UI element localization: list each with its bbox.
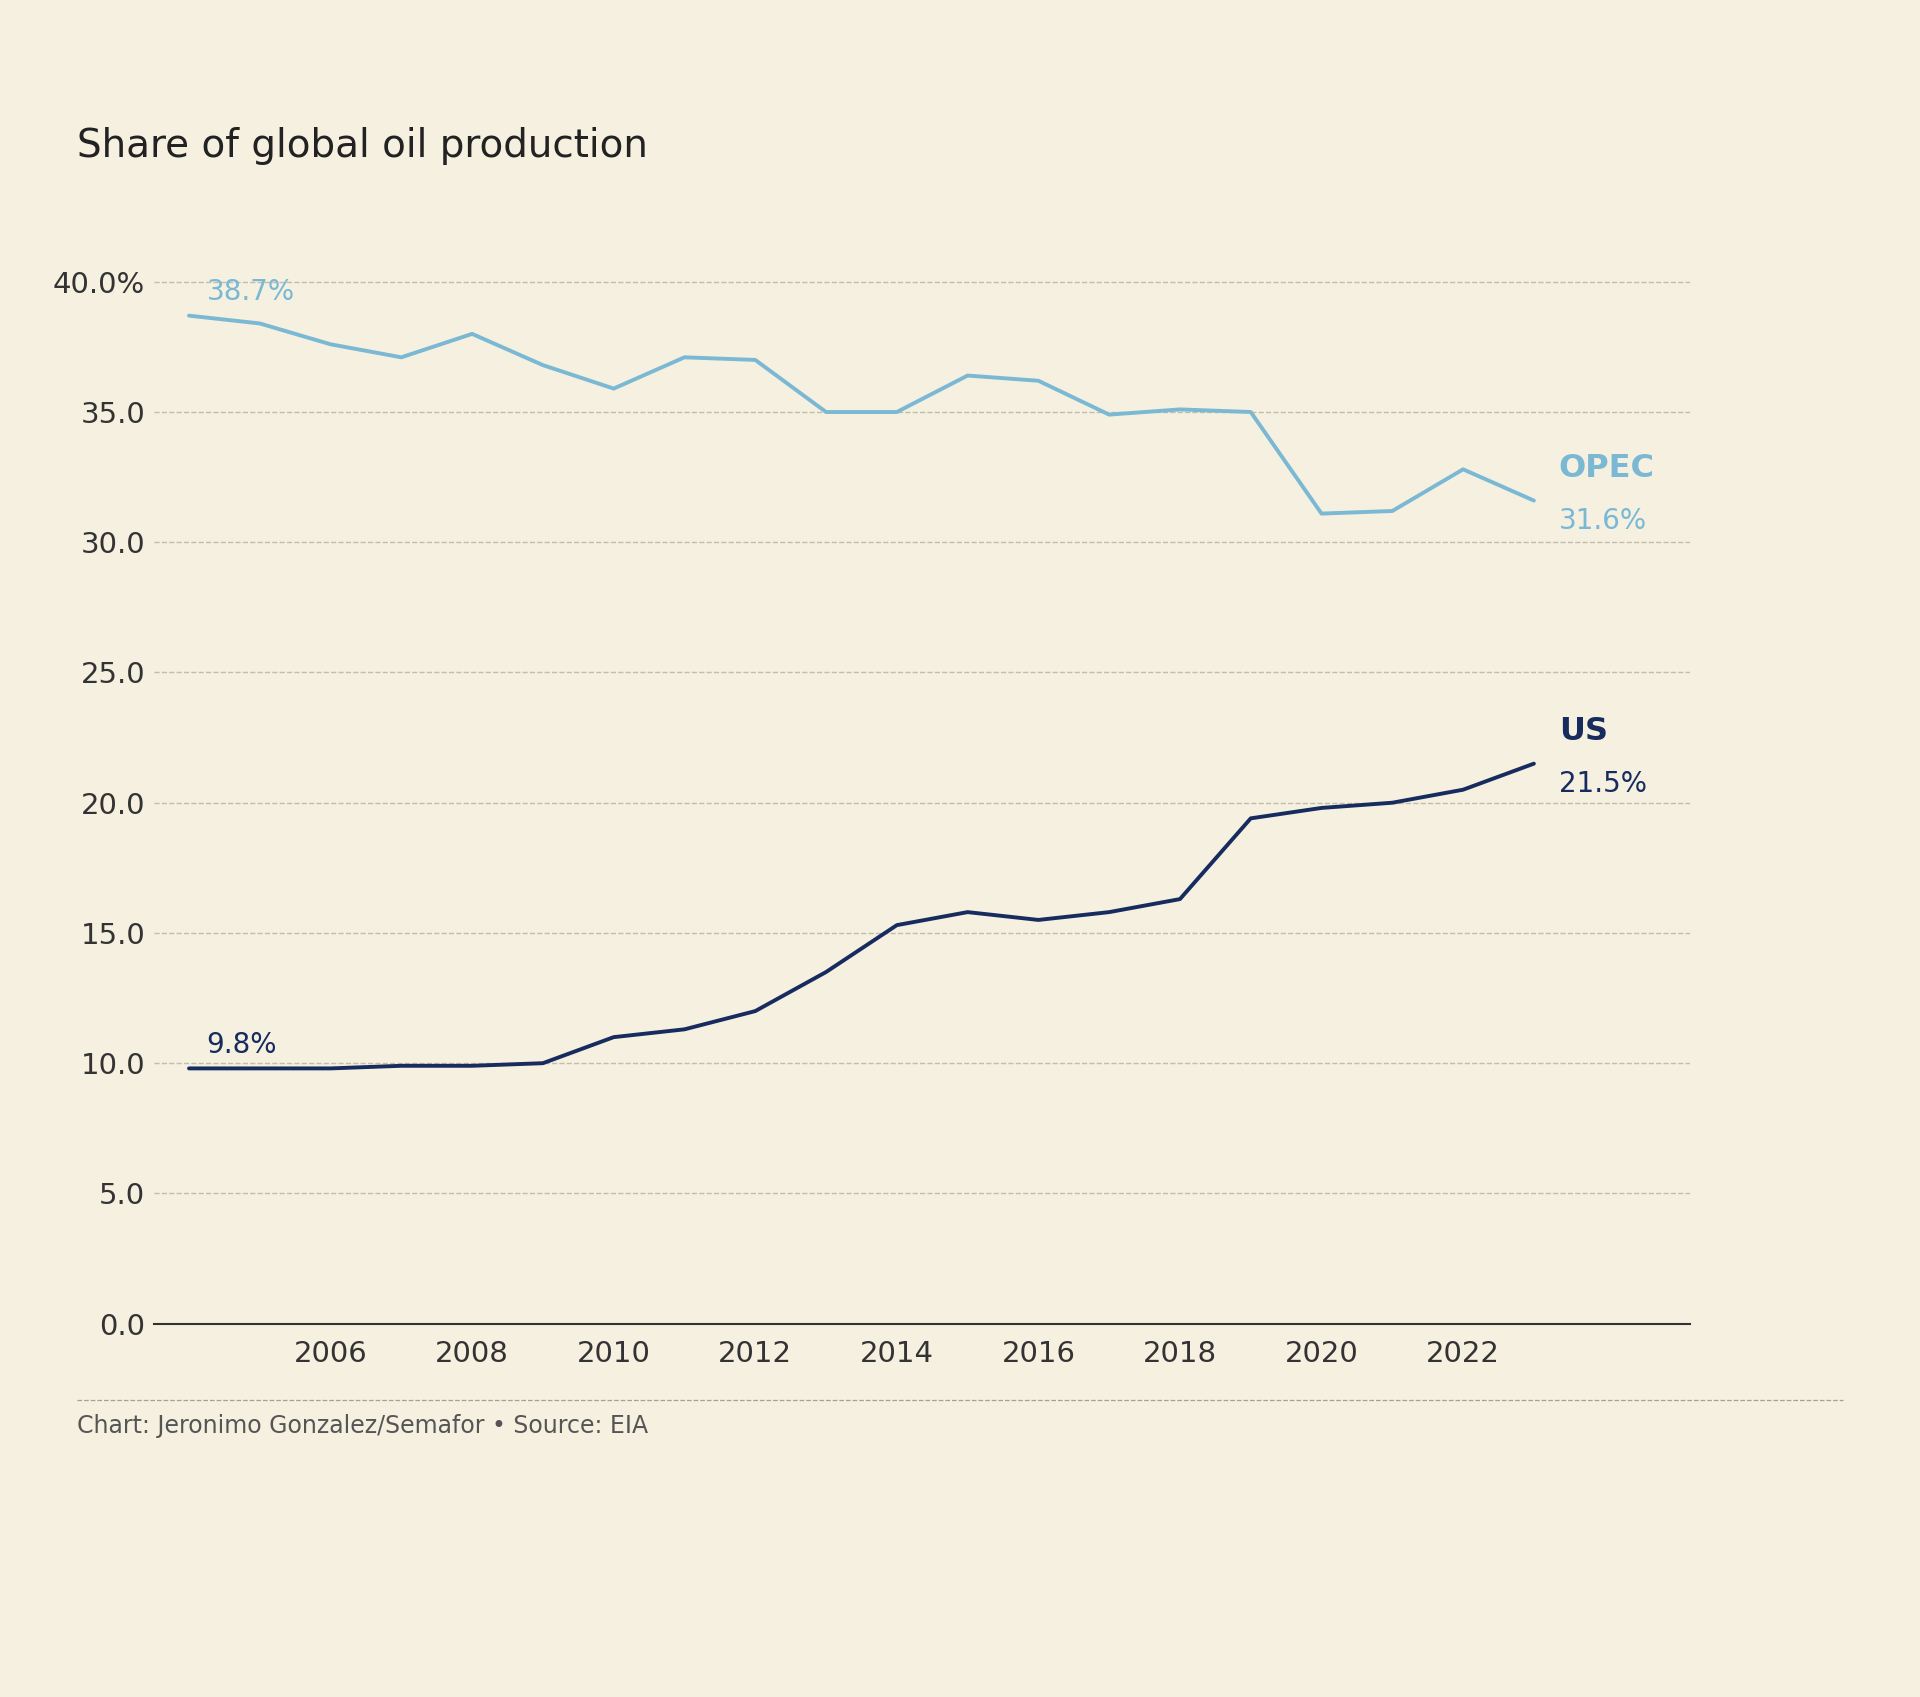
Text: SEMAFOR: SEMAFOR xyxy=(131,1526,411,1571)
Text: US: US xyxy=(1559,716,1607,747)
Text: 9.8%: 9.8% xyxy=(207,1030,276,1059)
Text: 21.5%: 21.5% xyxy=(1559,770,1647,798)
Text: Chart: Jeronimo Gonzalez/Semafor • Source: EIA: Chart: Jeronimo Gonzalez/Semafor • Sourc… xyxy=(77,1414,647,1437)
Text: OPEC: OPEC xyxy=(1559,453,1655,484)
Text: 31.6%: 31.6% xyxy=(1559,507,1647,535)
Text: 38.7%: 38.7% xyxy=(207,278,296,305)
Text: Share of global oil production: Share of global oil production xyxy=(77,127,647,165)
